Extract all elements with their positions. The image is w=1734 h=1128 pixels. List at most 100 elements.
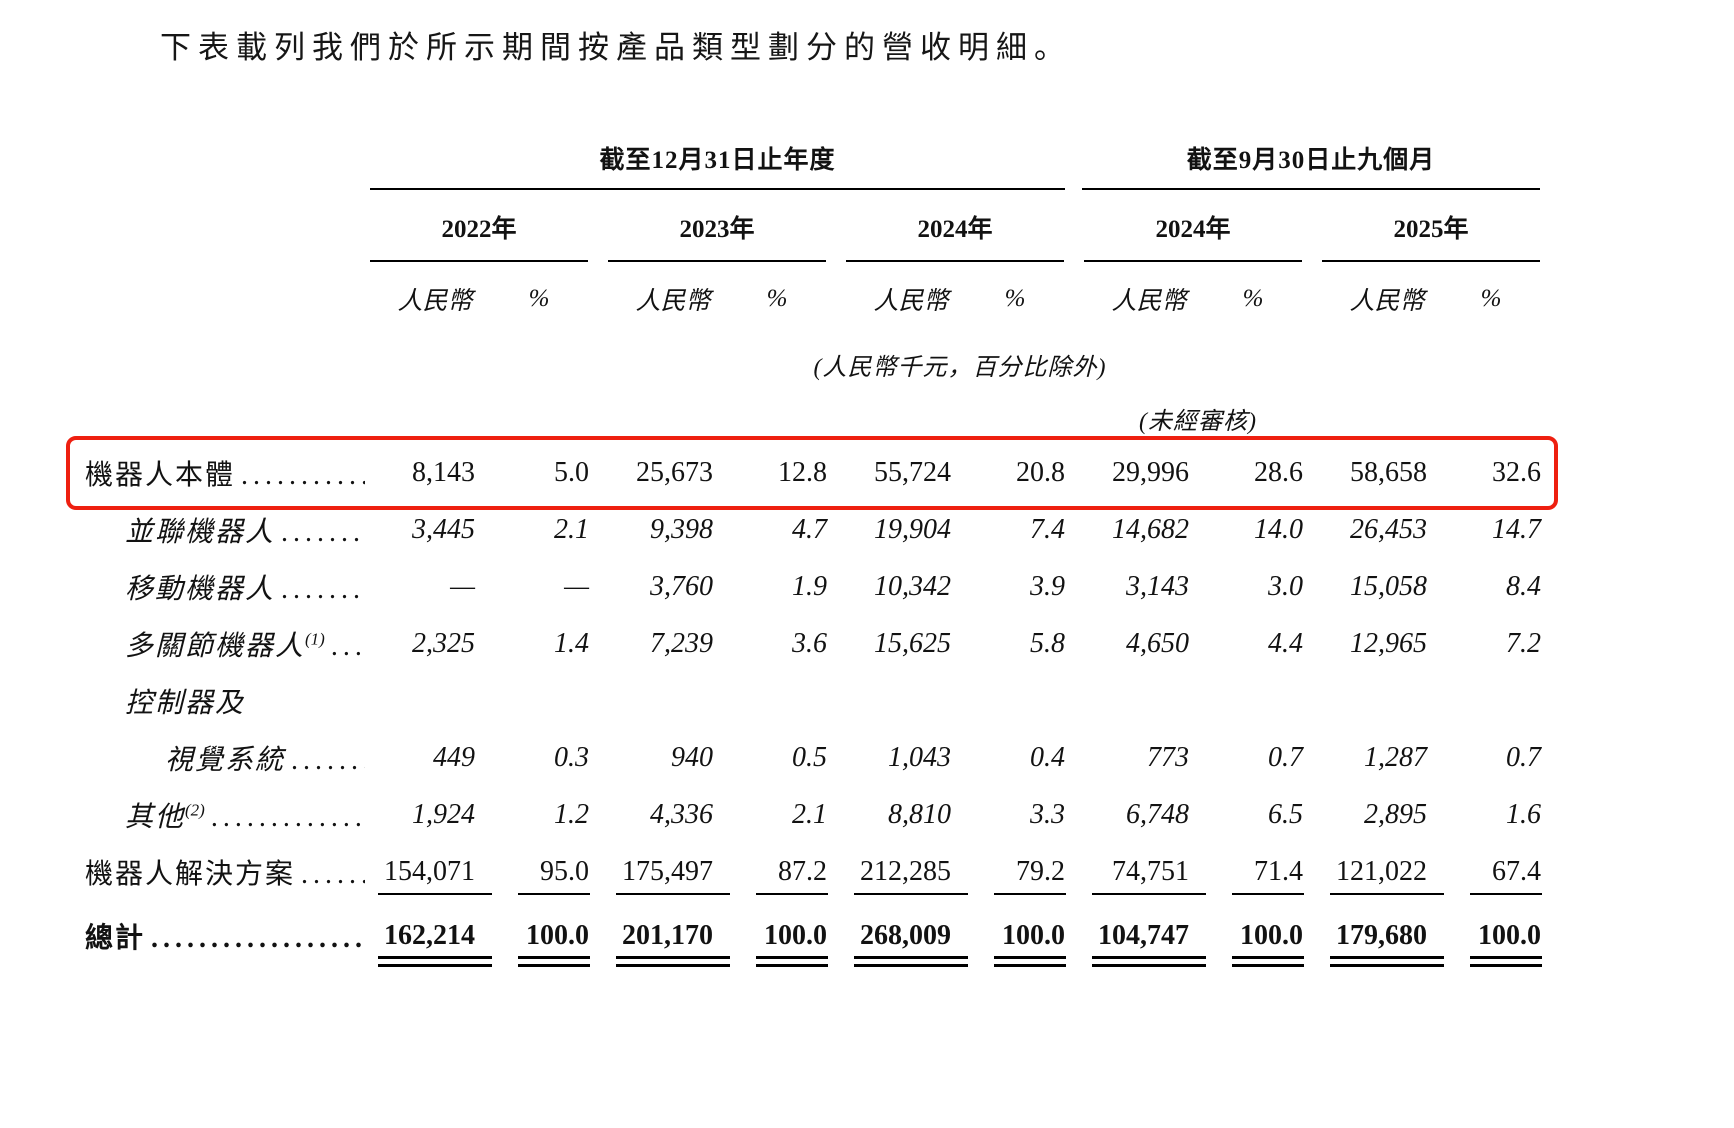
value-cell: 14.0	[1254, 513, 1304, 545]
value-cell: 1,924	[412, 798, 475, 830]
row-label-cell: 其他(2)...............	[85, 786, 365, 843]
value-cell: 1.6	[1506, 798, 1542, 830]
leader-dots: ..............	[241, 459, 365, 491]
value-cell: 100.0	[981, 900, 1079, 972]
value-cell: 1,043	[888, 741, 951, 773]
leader-dots: ...............	[210, 801, 365, 833]
year-header-row: 2022年 2023年 2024年 2024年 2025年	[85, 190, 1555, 262]
column-header-row: 人民幣 % 人民幣 % 人民幣 % 人民幣 % 人民幣 %	[85, 262, 1555, 336]
value-cell: 3,143	[1126, 570, 1190, 602]
value-cell: 14,682	[1112, 513, 1190, 545]
value-cell: 8,143	[412, 456, 475, 488]
value-cell: 29,996	[1112, 456, 1190, 488]
row-label: 多關節機器人	[125, 630, 306, 662]
row-label-cell: 總計.....................	[85, 900, 365, 972]
value-cell	[1317, 672, 1457, 729]
value-cell: 2,895	[1364, 798, 1428, 830]
value-cell: 3.3	[1030, 798, 1066, 830]
value-cell: 162,214	[365, 900, 505, 972]
value-cell: 74,751	[1079, 843, 1220, 900]
spacer-cell	[365, 392, 1079, 444]
percent-header: %	[1480, 285, 1502, 312]
value-cell: 1.2	[554, 798, 589, 830]
currency-header: 人民幣	[1349, 288, 1425, 315]
value-cell: 15,625	[874, 627, 951, 659]
value-cell: 100.0	[1457, 900, 1555, 972]
value-cell	[841, 672, 981, 729]
leader-dots: ..........	[281, 573, 365, 605]
value-cell: 940	[671, 741, 713, 773]
leader-dots: ..........	[281, 516, 365, 548]
table-row: 多關節機器人(1)...... 2,325 1.4 7,239 3.6 15,6…	[85, 615, 1555, 672]
value-cell: 2.1	[792, 798, 827, 830]
value-cell: 14.7	[1492, 513, 1542, 545]
value-cell: 449	[433, 741, 475, 773]
table-row: 控制器及	[85, 672, 1555, 729]
value-cell	[1457, 672, 1555, 729]
row-sup: (2)	[185, 800, 205, 820]
group-header-ninemonth: 截至9月30日止九個月	[1082, 140, 1541, 190]
value-cell: 87.2	[743, 843, 841, 900]
value-cell: 32.6	[1492, 456, 1542, 488]
value-cell	[1219, 672, 1317, 729]
value-cell: 95.0	[505, 843, 603, 900]
year-cell: 2024年	[841, 190, 1079, 262]
row-label-cell: 並聯機器人..........	[85, 501, 365, 558]
value-cell	[603, 672, 743, 729]
value-cell: 6.5	[1268, 798, 1304, 830]
value-cell: 15,058	[1350, 570, 1428, 602]
leader-dots: .........	[291, 744, 365, 776]
value-cell: 0.5	[792, 741, 827, 773]
value-cell: 100.0	[505, 900, 603, 972]
group-cell-ninemonth: 截至9月30日止九個月	[1079, 140, 1555, 190]
value-cell: 12,965	[1350, 627, 1428, 659]
table-row: 總計..................... 162,214 100.0 20…	[85, 900, 1555, 972]
revenue-table: 截至12月31日止年度 截至9月30日止九個月 2022年 2023年 2024…	[85, 140, 1556, 972]
value-cell: 7.4	[1030, 513, 1066, 545]
year-cell: 2024年	[1079, 190, 1317, 262]
currency-header: 人民幣	[1111, 288, 1187, 315]
year-cell: 2023年	[603, 190, 841, 262]
value-cell: 1.9	[792, 570, 827, 602]
row-label-cell: 移動機器人..........	[85, 558, 365, 615]
value-cell: —	[450, 570, 475, 602]
value-cell: 19,904	[874, 513, 951, 545]
table-row: 視覺系統......... 449 0.3 940 0.5 1,043 0.4 …	[85, 729, 1555, 786]
year-cell: 2022年	[365, 190, 603, 262]
unit-note-row: (人民幣千元，百分比除外)	[85, 336, 1555, 392]
percent-header: %	[766, 285, 788, 312]
value-cell: 7,239	[650, 627, 713, 659]
value-cell: 3.9	[1030, 570, 1066, 602]
value-cell: 79.2	[981, 843, 1080, 900]
value-cell: 4,336	[650, 798, 713, 830]
value-cell: 2,325	[412, 627, 475, 659]
value-cell: 175,497	[603, 843, 743, 900]
spacer-cell	[85, 262, 365, 336]
row-label-cell: 多關節機器人(1)......	[85, 615, 365, 672]
row-sup: (1)	[305, 629, 325, 649]
group-header-annual: 截至12月31日止年度	[370, 140, 1066, 190]
year-header-2025-9m: 2025年	[1322, 209, 1541, 262]
table-row: 並聯機器人.......... 3,445 2.1 9,398 4.7 19,9…	[85, 501, 1555, 558]
value-cell: 1,287	[1364, 741, 1428, 773]
value-cell: 100.0	[743, 900, 841, 972]
row-label: 控制器及	[125, 687, 246, 719]
leader-dots: ......	[330, 630, 365, 662]
value-cell: 4,650	[1126, 627, 1190, 659]
group-cell-annual: 截至12月31日止年度	[365, 140, 1079, 190]
value-cell: 9,398	[650, 513, 713, 545]
unaudited-note: (未經審核)	[1139, 408, 1257, 435]
value-cell: 25,673	[636, 456, 713, 488]
value-cell: 3,445	[412, 513, 475, 545]
value-cell: 55,724	[874, 456, 951, 488]
value-cell: 212,285	[841, 843, 981, 900]
value-cell: 3.6	[792, 627, 827, 659]
value-cell: —	[564, 570, 589, 602]
value-cell: 201,170	[603, 900, 743, 972]
row-label: 機器人解決方案	[85, 858, 296, 890]
year-header-2024: 2024年	[846, 209, 1065, 262]
percent-header: %	[1242, 285, 1264, 312]
table-row: 移動機器人.......... — — 3,760 1.9 10,342 3.9…	[85, 558, 1555, 615]
value-cell	[365, 672, 505, 729]
value-cell	[743, 672, 841, 729]
